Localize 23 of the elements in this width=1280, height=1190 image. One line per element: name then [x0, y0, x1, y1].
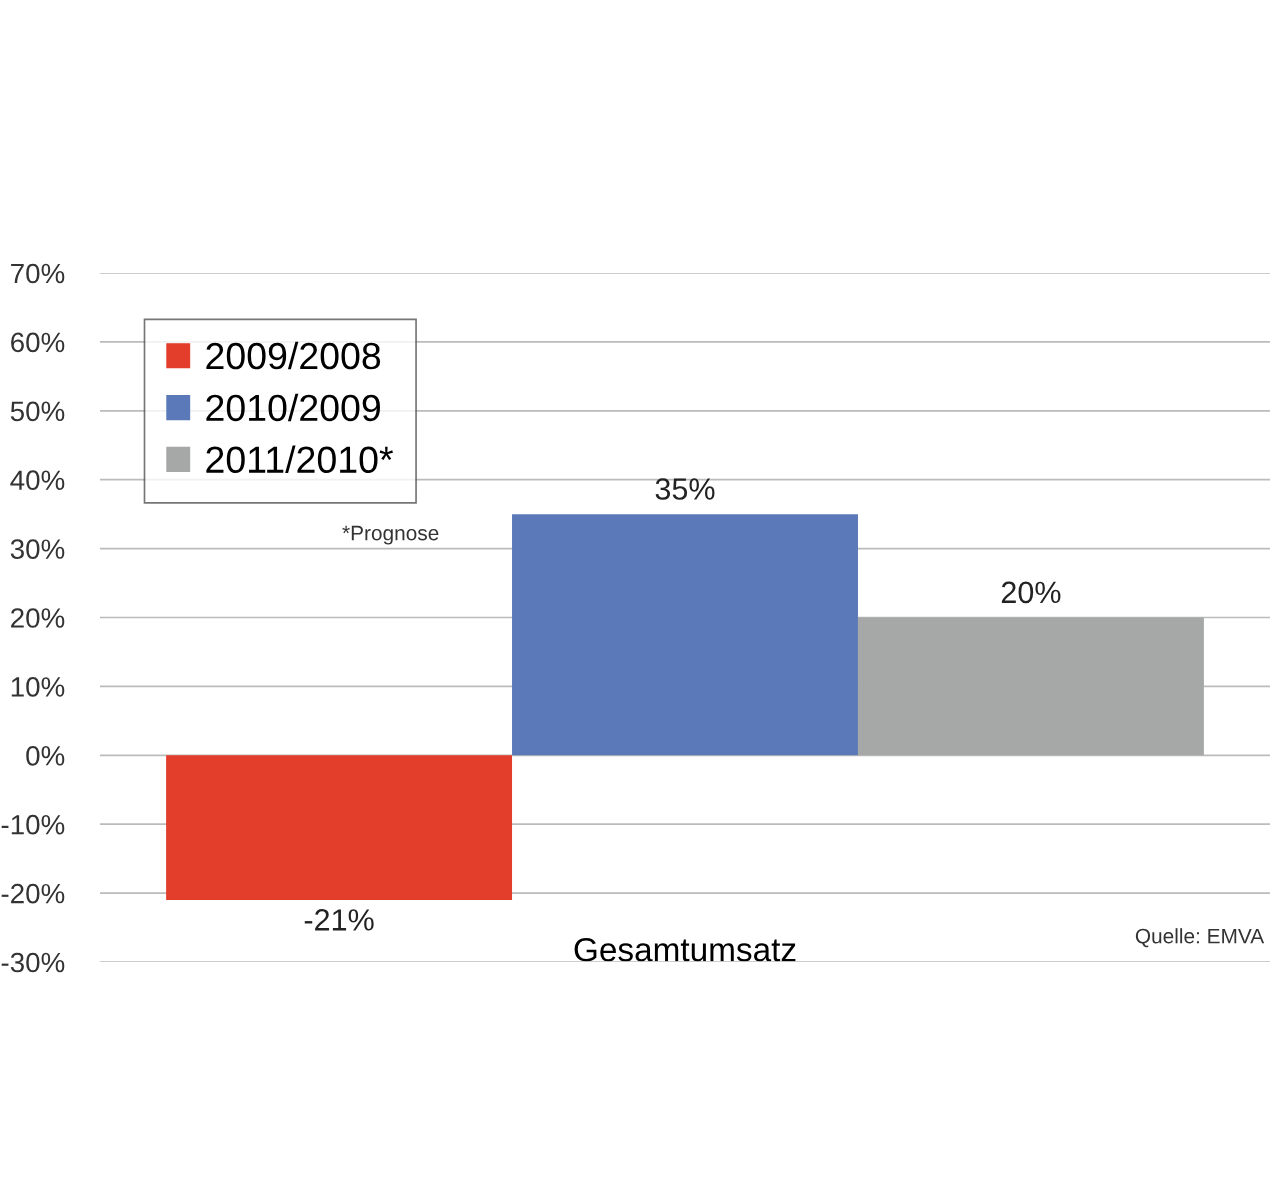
y-tick-label: 0%	[26, 745, 65, 766]
y-tick-label: -20%	[1, 883, 65, 904]
y-tick-label: -10%	[1, 814, 65, 835]
bar	[857, 617, 1204, 756]
bar	[166, 755, 513, 900]
y-tick-label: 50%	[10, 401, 65, 422]
data-label: 35%	[655, 478, 715, 500]
legend-label: 2011/2010*	[206, 445, 393, 474]
y-tick-label: 40%	[10, 470, 65, 491]
y-tick-label: 70%	[11, 263, 65, 284]
data-label: -21%	[304, 909, 374, 931]
annotation: *Prognose	[342, 525, 439, 545]
annotation: Quelle: EMVA	[1135, 928, 1265, 948]
y-tick-label: -30%	[1, 952, 65, 973]
bar	[512, 514, 858, 756]
y-tick-label: 10%	[11, 677, 65, 697]
x-tick-label: Gesamtumsatz	[574, 937, 796, 962]
legend-label: 2010/2009	[206, 393, 380, 422]
data-label: 20%	[1001, 581, 1061, 604]
legend-label: 2009/2008	[206, 341, 381, 370]
y-tick-label: 30%	[10, 539, 65, 559]
y-tick-label: 60%	[11, 332, 65, 353]
y-tick-label: 20%	[11, 608, 65, 628]
